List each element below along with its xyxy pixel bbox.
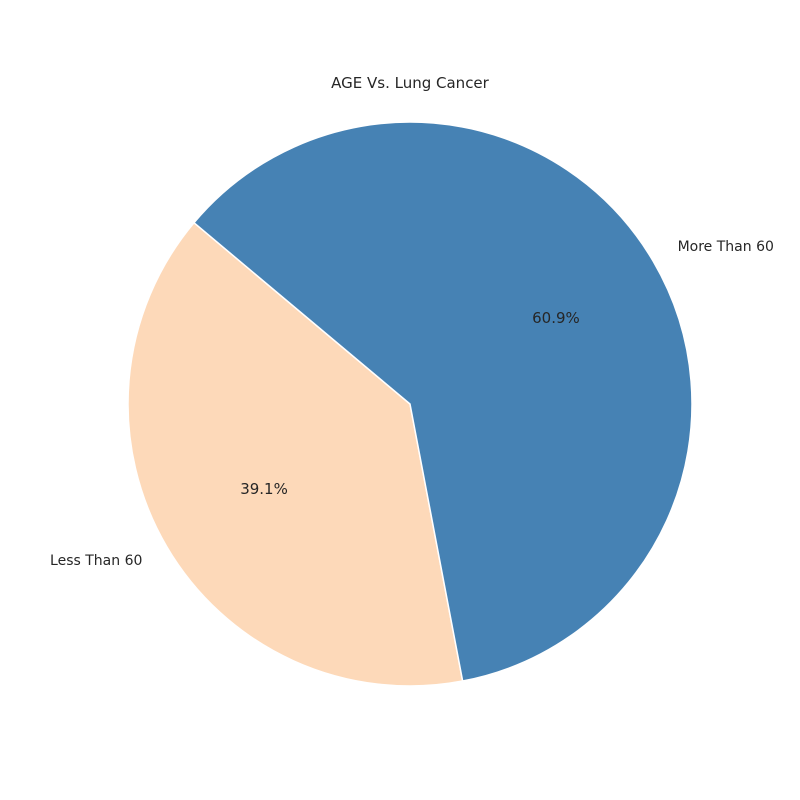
pie-category-label-0: Less Than 60 (50, 553, 142, 569)
pie-category-label-1: More Than 60 (678, 239, 774, 255)
pie-slice-1 (193, 121, 693, 682)
pie-slice-0 (127, 221, 464, 687)
pie-percent-label-1: 60.9% (532, 309, 580, 327)
chart-title: AGE Vs. Lung Cancer (331, 74, 489, 92)
pie-percent-label-0: 39.1% (240, 480, 288, 498)
